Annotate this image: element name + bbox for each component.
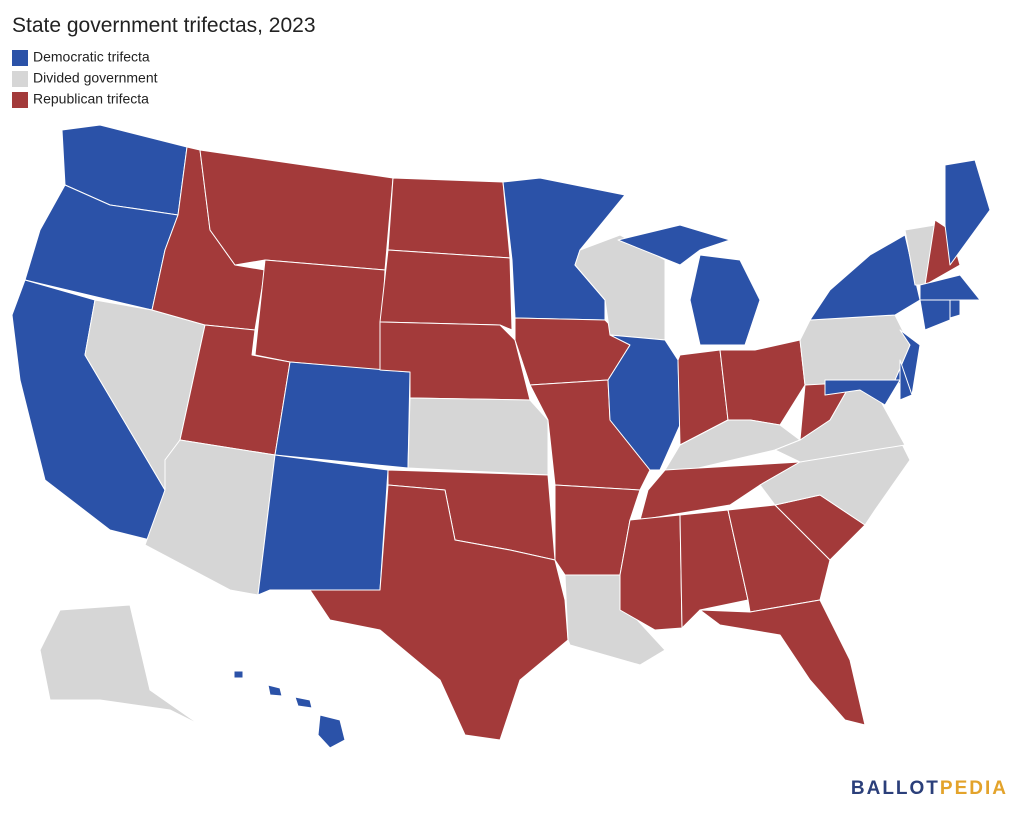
legend-swatch bbox=[12, 50, 28, 66]
state bbox=[387, 177, 511, 259]
state bbox=[39, 604, 201, 726]
state bbox=[317, 714, 346, 749]
brand: BALLOTPEDIA bbox=[851, 778, 1008, 799]
state bbox=[607, 334, 681, 471]
state bbox=[919, 274, 981, 301]
legend-swatch bbox=[12, 71, 28, 87]
us-map bbox=[11, 124, 991, 749]
state bbox=[274, 361, 411, 469]
state bbox=[689, 254, 761, 346]
state bbox=[899, 359, 913, 401]
brand-part: PEDIA bbox=[940, 778, 1008, 799]
legend-label: Republican trifecta bbox=[33, 91, 149, 107]
legend-label: Divided government bbox=[33, 70, 158, 86]
state bbox=[379, 249, 513, 331]
state bbox=[944, 159, 991, 266]
state bbox=[144, 439, 276, 596]
state bbox=[799, 314, 911, 386]
state bbox=[294, 696, 313, 709]
state bbox=[199, 149, 394, 271]
state bbox=[254, 259, 386, 371]
state bbox=[267, 684, 283, 697]
state bbox=[699, 599, 866, 726]
brand-part: BALLOT bbox=[851, 778, 940, 799]
state bbox=[617, 224, 731, 266]
state bbox=[679, 509, 749, 629]
state bbox=[824, 379, 901, 406]
legend: Democratic trifecta Divided government Rep… bbox=[12, 49, 158, 108]
state bbox=[619, 514, 683, 631]
legend-swatch bbox=[12, 92, 28, 108]
state bbox=[809, 234, 921, 321]
state bbox=[233, 670, 244, 679]
state bbox=[949, 299, 961, 319]
state bbox=[309, 484, 569, 741]
state bbox=[919, 299, 951, 331]
legend-label: Democratic trifecta bbox=[33, 49, 150, 65]
title: State government trifectas, 2023 bbox=[12, 14, 316, 37]
state bbox=[407, 397, 549, 476]
state bbox=[257, 454, 389, 596]
state bbox=[719, 339, 806, 426]
